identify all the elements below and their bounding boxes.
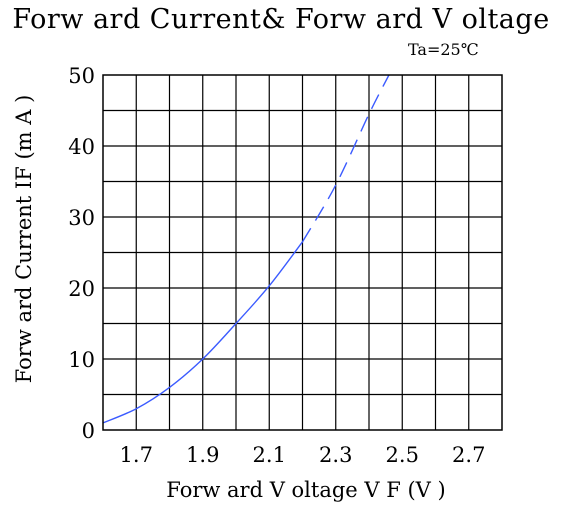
y-tick-label: 0 bbox=[82, 419, 95, 443]
iv-curve-dashed bbox=[301, 74, 390, 243]
x-axis-label: Forw ard V oltage V F (V ) bbox=[166, 478, 446, 502]
grid-lines bbox=[103, 75, 502, 430]
x-tick-label: 2.7 bbox=[452, 443, 485, 467]
chart-title: Forw ard Current& Forw ard V oltage bbox=[12, 4, 550, 35]
x-tick-label: 1.7 bbox=[120, 443, 153, 467]
plot-frame bbox=[102, 74, 503, 431]
y-tick-label: 10 bbox=[68, 348, 95, 372]
x-tick-label: 1.9 bbox=[186, 443, 219, 467]
y-tick-label: 50 bbox=[68, 64, 95, 88]
y-tick-label: 30 bbox=[68, 206, 95, 230]
curve-group bbox=[102, 74, 390, 424]
y-tick-labels: 0 10 20 30 40 50 bbox=[68, 64, 95, 443]
x-tick-labels: 1.7 1.9 2.1 2.3 2.5 2.7 bbox=[120, 443, 486, 467]
y-tick-label: 40 bbox=[68, 135, 95, 159]
iv-curve-solid bbox=[102, 241, 304, 424]
x-tick-label: 2.3 bbox=[319, 443, 352, 467]
temperature-condition: Ta=25℃ bbox=[408, 40, 479, 59]
x-tick-label: 2.1 bbox=[253, 443, 286, 467]
y-tick-label: 20 bbox=[68, 277, 95, 301]
x-tick-label: 2.5 bbox=[386, 443, 419, 467]
